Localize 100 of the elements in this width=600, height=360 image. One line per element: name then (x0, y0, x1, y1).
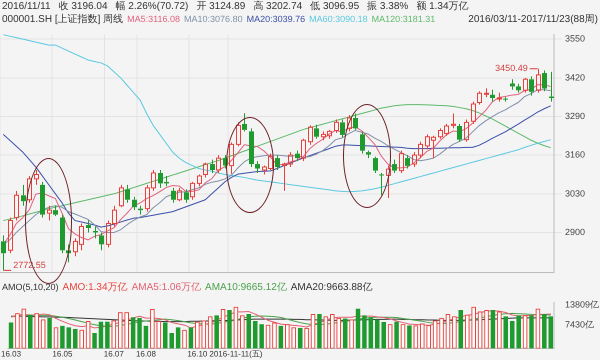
candlestick (405, 154, 410, 170)
text: AMA5:1.06万亿 (132, 281, 202, 294)
candlestick (40, 181, 45, 218)
x-tick-label: 2016-11-11(五) (209, 349, 263, 358)
candlestick (503, 96, 508, 102)
x-tick-label: 16.10 (187, 349, 208, 358)
text: MA120:3181.31 (372, 13, 436, 26)
candlestick (47, 205, 52, 222)
candlestick (138, 205, 143, 216)
bar (8, 322, 14, 348)
candlestick (34, 170, 39, 186)
bar (529, 315, 534, 348)
candlestick (516, 83, 521, 94)
text: 低 3096.95 (310, 0, 360, 13)
bar (374, 319, 380, 348)
bar (144, 326, 148, 348)
candlestick (53, 205, 58, 217)
y-tick-label: 3550 (565, 34, 586, 44)
bar (407, 325, 412, 348)
candlestick (510, 78, 515, 90)
candlestick (132, 196, 137, 211)
candlestick (373, 156, 378, 174)
bar (252, 320, 258, 348)
bar (246, 314, 252, 348)
y-tick-label: 2900 (565, 226, 586, 237)
candlestick (60, 214, 65, 254)
text: MA20:3039.76 (246, 13, 306, 26)
candlestick (314, 124, 319, 140)
chart-title: AMO(5,10,20) (2, 281, 59, 294)
chart-subtitle: 2016/03/11-2017/11/23(88周) (468, 13, 599, 26)
candlestick (490, 89, 495, 102)
text: 幅 2.26%(70.72) (116, 0, 188, 13)
bar (381, 322, 386, 348)
text: 高 3202.74 (253, 0, 302, 13)
bar (362, 315, 367, 348)
candlestick (242, 112, 247, 132)
candlestick (529, 76, 534, 96)
bar (259, 324, 264, 348)
bar (169, 332, 174, 348)
bar (516, 315, 521, 348)
candlestick (125, 184, 130, 204)
candlestick (21, 184, 26, 206)
bar (317, 314, 322, 348)
candlestick (386, 165, 391, 198)
text: AMA10:9665.12亿 (205, 281, 287, 294)
candlestick (542, 70, 547, 92)
text: MA10:3076.80 (184, 13, 243, 26)
candlestick (457, 123, 462, 142)
bar (130, 317, 136, 348)
bar (394, 322, 399, 348)
candlestick (379, 172, 384, 196)
bar (162, 322, 168, 348)
bar (137, 318, 142, 348)
candlestick (360, 130, 365, 154)
bar (92, 332, 97, 348)
y-tick-label: 3030 (565, 188, 586, 198)
chart-title: 000001.SH [上证指数] 周线 (2, 13, 124, 26)
candlestick (471, 101, 476, 124)
candlestick (184, 188, 189, 204)
bar (356, 308, 360, 348)
text: 开 3124.89 (196, 0, 246, 13)
bar (72, 328, 78, 348)
bar (342, 318, 348, 348)
bar (188, 327, 194, 348)
bar (98, 322, 104, 348)
bar (214, 315, 219, 348)
x-tick-label: 16.08 (136, 349, 157, 358)
candlestick (99, 232, 104, 251)
candlestick (353, 113, 358, 130)
text: 额 1.34万亿 (416, 0, 469, 13)
text: 2016/11/11 (2, 0, 51, 13)
bar (458, 310, 464, 348)
text: MA60:3090.18 (309, 13, 368, 26)
y-tick-label: 3290 (565, 110, 586, 121)
series-label: AMO:1.34万亿 (62, 281, 128, 294)
candlestick (171, 187, 176, 204)
text: 振 3.38% (367, 0, 408, 13)
y-tick-label: 3160 (565, 150, 586, 160)
candlestick (464, 118, 469, 142)
bar (368, 317, 374, 348)
bar (227, 310, 232, 348)
bar (298, 328, 303, 348)
y-tick-label: 13809亿 (565, 299, 600, 310)
text: AMA20:9663.88亿 (290, 281, 372, 294)
bar (47, 318, 52, 348)
annotation: 3450.49 (495, 63, 528, 74)
bar (542, 314, 547, 348)
candlestick (229, 142, 234, 174)
bar (66, 327, 72, 348)
bar (176, 327, 180, 348)
x-tick-label: 16.07 (104, 349, 124, 358)
bar (503, 316, 508, 348)
candlestick (451, 113, 456, 129)
candlestick (275, 154, 280, 171)
y-tick-label: 7430亿 (565, 319, 594, 330)
x-tick-label: 16.03 (0, 349, 22, 358)
candlestick (549, 71, 554, 102)
bar (28, 314, 33, 348)
bar (278, 326, 284, 348)
candlestick (86, 220, 91, 233)
